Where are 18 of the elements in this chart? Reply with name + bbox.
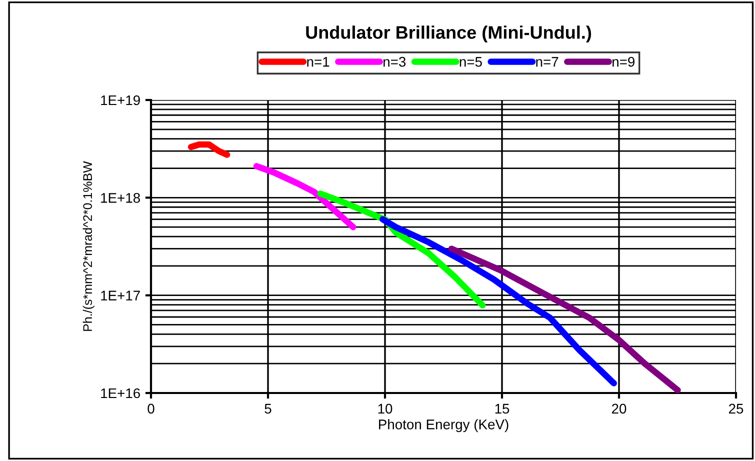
y-tick-label: 1E+16 xyxy=(101,388,140,398)
legend-label: n=1 xyxy=(307,57,330,67)
y-tick-label: 1E+17 xyxy=(101,290,140,300)
chart-title: Undulator Brilliance (Mini-Undul.) xyxy=(306,26,592,42)
x-tick-label: 10 xyxy=(378,404,392,414)
legend-label: n=3 xyxy=(384,56,406,67)
legend-label: n=5 xyxy=(460,57,482,67)
legend-label: n=9 xyxy=(612,56,635,67)
x-axis-title: Photon Energy (KeV) xyxy=(379,419,508,432)
y-tick-label: 1E+19 xyxy=(101,95,140,106)
x-tick-label: 25 xyxy=(728,404,744,414)
y-tick-label: 1E+18 xyxy=(101,193,140,203)
x-tick-label: 20 xyxy=(612,404,626,414)
x-tick-label: 15 xyxy=(495,404,510,414)
x-tick-label: 0 xyxy=(148,404,154,414)
x-tick-label: 5 xyxy=(264,404,272,414)
legend-label: n=7 xyxy=(536,57,558,67)
y-axis-title: Ph./(s*mm^2*mrad^2*0.1%BW xyxy=(82,161,94,331)
